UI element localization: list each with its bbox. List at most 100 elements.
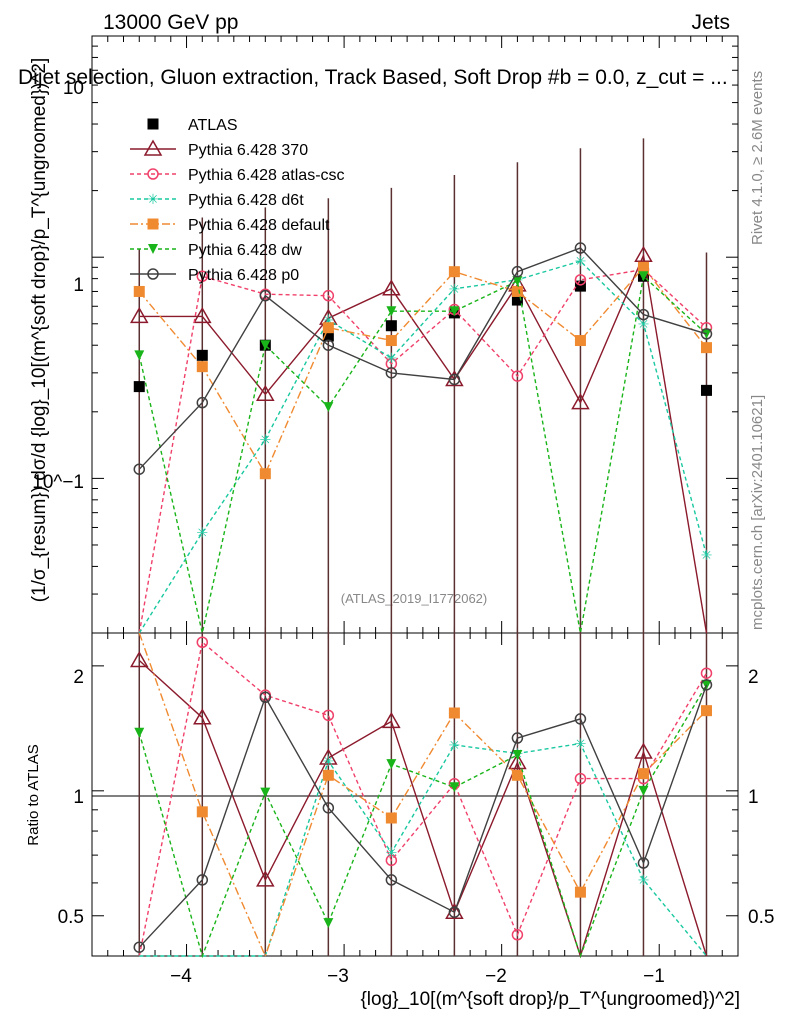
point-pythia-6-428-370 [382,279,401,296]
ratio-point-pythia-6-428-default [700,705,712,717]
ratio-point-pythia-6-428-dw [449,782,460,793]
ratio-series-group: ✳✳✳✳✳✳ [129,632,713,959]
x-axis-title: {log}_10[(m^{soft drop}/p_T^{ungroomed})… [360,989,740,1010]
ratio-point-pythia-6-428-dw [386,759,397,770]
ratio-point-pythia-6-428-d6t: ✳ [575,737,587,753]
point-pythia-6-428-dw [323,402,334,413]
point-pythia-6-428-default [259,468,271,480]
legend-marker-pythia-6-428-atlas-csc [147,168,159,180]
point-pythia-6-428-p0 [574,242,587,254]
ratio-point-pythia-6-428-atlas-csc [322,709,335,722]
ratio-point-pythia-6-428-370 [382,711,401,729]
ratio-line-pythia-6-428-default [138,632,707,958]
ratio-point-pythia-6-428-default [637,768,649,780]
ratio-point-pythia-6-428-dw [134,727,145,738]
ratio-point-pythia-6-428-atlas-csc [196,636,209,648]
point-atlas [700,384,712,396]
point-atlas [322,330,334,342]
ratio-point-pythia-6-428-p0 [637,857,650,869]
y-tick-label-1: 1 [73,275,84,296]
point-pythia-6-428-default [700,342,712,354]
point-pythia-6-428-default [133,285,145,297]
point-pythia-6-428-d6t: ✳ [259,432,271,448]
legend-marker-pythia-6-428-d6t: ✳ [147,192,159,208]
point-pythia-6-428-atlas-csc [574,274,587,286]
ratio-point-pythia-6-428-default [448,707,460,719]
point-pythia-6-428-d6t: ✳ [701,548,713,564]
point-pythia-6-428-p0 [133,463,146,475]
x-tick-label-m2: −2 [485,966,507,987]
rivet-label: Rivet 4.1.0, ≥ 2.6M events [749,71,766,245]
ratio-point-pythia-6-428-p0 [196,874,209,886]
point-pythia-6-428-370 [571,393,590,410]
point-pythia-6-428-dw [134,350,145,361]
point-atlas [196,349,208,361]
ratio-point-pythia-6-428-d6t: ✳ [385,846,397,862]
ratio-point-pythia-6-428-atlas-csc [385,854,398,867]
chart-title: Dijet selection, Gluon extraction, Track… [18,66,728,89]
x-tick-label-m1: −1 [643,966,665,987]
point-pythia-6-428-dw [638,271,649,282]
ratio-point-pythia-6-428-p0 [322,802,335,814]
ratio-point-pythia-6-428-370 [508,753,527,770]
ratio-point-pythia-6-428-p0 [133,941,146,953]
error-bars [138,138,708,956]
point-pythia-6-428-atlas-csc [511,370,524,382]
ratio-point-pythia-6-428-p0 [574,713,587,725]
point-pythia-6-428-p0 [385,367,398,379]
point-atlas [133,381,145,393]
point-pythia-6-428-p0 [700,328,713,340]
point-pythia-6-428-d6t: ✳ [575,254,587,270]
legend-label-atlas: ATLAS [188,117,238,134]
legend-marker-pythia-6-428-dw [148,244,158,254]
point-pythia-6-428-370 [256,384,275,402]
point-pythia-6-428-p0 [196,396,209,409]
point-pythia-6-428-default [637,261,649,273]
point-pythia-6-428-dw [386,306,397,317]
point-pythia-6-428-p0 [511,265,524,278]
ratio-tick-label-2-right: 2 [748,667,759,688]
legend: ATLAS Pythia 6.428 370 Pythia 6.428 atlas-… [130,117,345,284]
ratio-line-pythia-6-428-d6t [139,742,708,957]
ratio-point-pythia-6-428-p0 [259,691,272,704]
point-pythia-6-428-d6t: ✳ [449,282,461,298]
ratio-point-pythia-6-428-dw [701,679,712,690]
ratio-point-pythia-6-428-370 [445,902,464,919]
point-pythia-6-428-370 [193,306,212,324]
ratio-point-pythia-6-428-atlas-csc [574,772,587,785]
ratio-point-pythia-6-428-370 [256,870,275,887]
category-label: Jets [691,11,730,34]
energy-label: 13000 GeV pp [103,11,238,34]
ratio-tick-label-0p5: 0.5 [58,907,84,928]
point-pythia-6-428-default [448,266,460,278]
series-line-pythia-6-428-dw [138,274,707,634]
ratio-tick-label-0p5-right: 0.5 [748,907,774,928]
point-pythia-6-428-p0 [448,373,461,386]
point-pythia-6-428-atlas-csc [385,357,398,370]
y-tick-label-10: 10 [63,78,84,99]
legend-label-pythia-6-428-atlas-csc: Pythia 6.428 atlas-csc [188,167,345,184]
point-pythia-6-428-dw [449,306,460,317]
ratio-point-pythia-6-428-p0 [385,874,398,886]
ratio-point-pythia-6-428-default [322,769,334,781]
ratio-point-pythia-6-428-p0 [448,906,461,918]
analysis-watermark: (ATLAS_2019_I1772062) [341,591,487,606]
legend-marker-pythia-6-428-370 [143,139,163,156]
point-pythia-6-428-default [196,361,208,373]
ratio-tick-label-1: 1 [73,787,84,808]
x-tick-label-m4: −4 [170,966,192,987]
ratio-plot-frame [91,632,739,957]
point-atlas [511,294,523,306]
ratio-point-pythia-6-428-p0 [511,732,524,744]
point-pythia-6-428-p0 [322,339,335,351]
ratio-tick-label-2: 2 [73,667,84,688]
ratio-tick-label-1-right: 1 [748,787,759,808]
series-line-pythia-6-428-atlas-csc [138,268,707,634]
ratio-point-pythia-6-428-atlas-csc [511,929,524,941]
point-pythia-6-428-d6t: ✳ [638,317,650,333]
legend-label-pythia-6-428-default: Pythia 6.428 default [188,217,330,234]
mcplots-label: mcplots.cern.ch [arXiv:2401.10621] [749,395,766,630]
series-line-pythia-6-428-p0 [138,247,707,470]
point-pythia-6-428-default [511,285,523,297]
ratio-point-pythia-6-428-370 [319,748,338,765]
